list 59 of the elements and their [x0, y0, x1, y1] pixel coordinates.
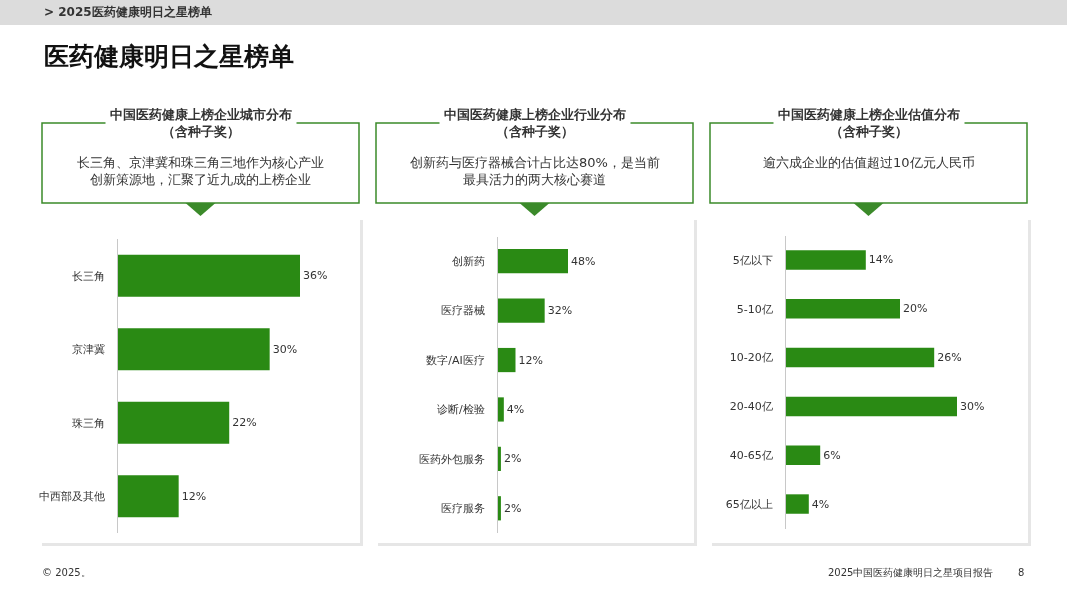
bar [118, 328, 270, 371]
chart-subtitle: 创新药与医疗器械合计占比达80%，是当前最具活力的两大核心赛道 [410, 155, 660, 187]
data-label: 20% [903, 302, 928, 316]
bar [498, 496, 501, 521]
bar [786, 298, 900, 319]
y-tick-label: 医药外包服务 [418, 452, 485, 466]
bar [498, 249, 568, 274]
bar [498, 446, 501, 471]
y-tick-label: 20-40亿 [729, 400, 773, 414]
data-label: 36% [303, 269, 328, 283]
data-label: 48% [571, 254, 596, 268]
bar [118, 401, 230, 444]
y-tick-label: 中西部及其他 [38, 490, 105, 504]
bar [786, 445, 821, 466]
y-tick-label: 医疗服务 [440, 502, 485, 516]
y-tick-label: 数字/AI医疗 [426, 353, 485, 367]
text: © 2025。 [42, 567, 91, 578]
y-tick-label: 创新药 [451, 255, 485, 269]
data-label: 4% [506, 402, 525, 416]
y-tick-label: 珠三角 [71, 416, 105, 430]
data-label: 12% [181, 489, 207, 503]
data-label: 4% [811, 497, 830, 511]
text: 2025中国医药健康明日之星项目报告 [828, 567, 994, 578]
y-tick-label: 40-65亿 [729, 449, 773, 463]
bar [786, 347, 935, 368]
y-tick-label: 10-20亿 [729, 351, 773, 365]
y-tick-label: 长三角 [71, 269, 105, 283]
chart-subtitle: 长三角、京津冀和珠三角三地作为核心产业创新策源地，汇聚了近九成的上榜企业 [77, 155, 324, 187]
bar [118, 254, 300, 297]
bar [118, 475, 179, 518]
data-label: 2% [503, 501, 522, 515]
bar [786, 396, 957, 417]
text: 8 [1018, 567, 1025, 578]
chart-title: 中国医药健康上榜企业估值分布（含种子奖） [778, 107, 960, 139]
y-tick-label: 5亿以下 [732, 253, 773, 267]
text: 医药健康明日之星榜单 [44, 42, 294, 71]
data-label: 30% [272, 342, 298, 356]
bar [786, 250, 866, 270]
chart-title: 中国医药健康上榜企业城市分布（含种子奖） [110, 107, 292, 139]
data-label: 6% [823, 448, 841, 462]
bar [498, 397, 504, 422]
y-tick-label: 医疗器械 [440, 304, 485, 318]
data-label: 32% [547, 304, 573, 318]
bar [786, 494, 809, 514]
data-label: 22% [232, 416, 257, 430]
bar [498, 347, 516, 373]
y-tick-label: 诊断/检验 [437, 403, 485, 417]
data-label: 2% [503, 452, 522, 466]
data-label: 14% [868, 253, 894, 267]
bar [498, 298, 545, 323]
y-tick-label: 5-10亿 [736, 302, 773, 316]
data-label: 26% [937, 351, 962, 365]
data-label: 12% [518, 353, 543, 367]
y-tick-label: 京津冀 [71, 343, 105, 357]
chart-subtitle: 逾六成企业的估值超过10亿元人民币 [763, 155, 975, 170]
data-label: 30% [960, 399, 985, 413]
chart-title: 中国医药健康上榜企业行业分布（含种子奖） [444, 107, 626, 139]
y-tick-label: 65亿以上 [725, 497, 773, 511]
text: > 2025医药健康明日之星榜单 [44, 5, 212, 19]
